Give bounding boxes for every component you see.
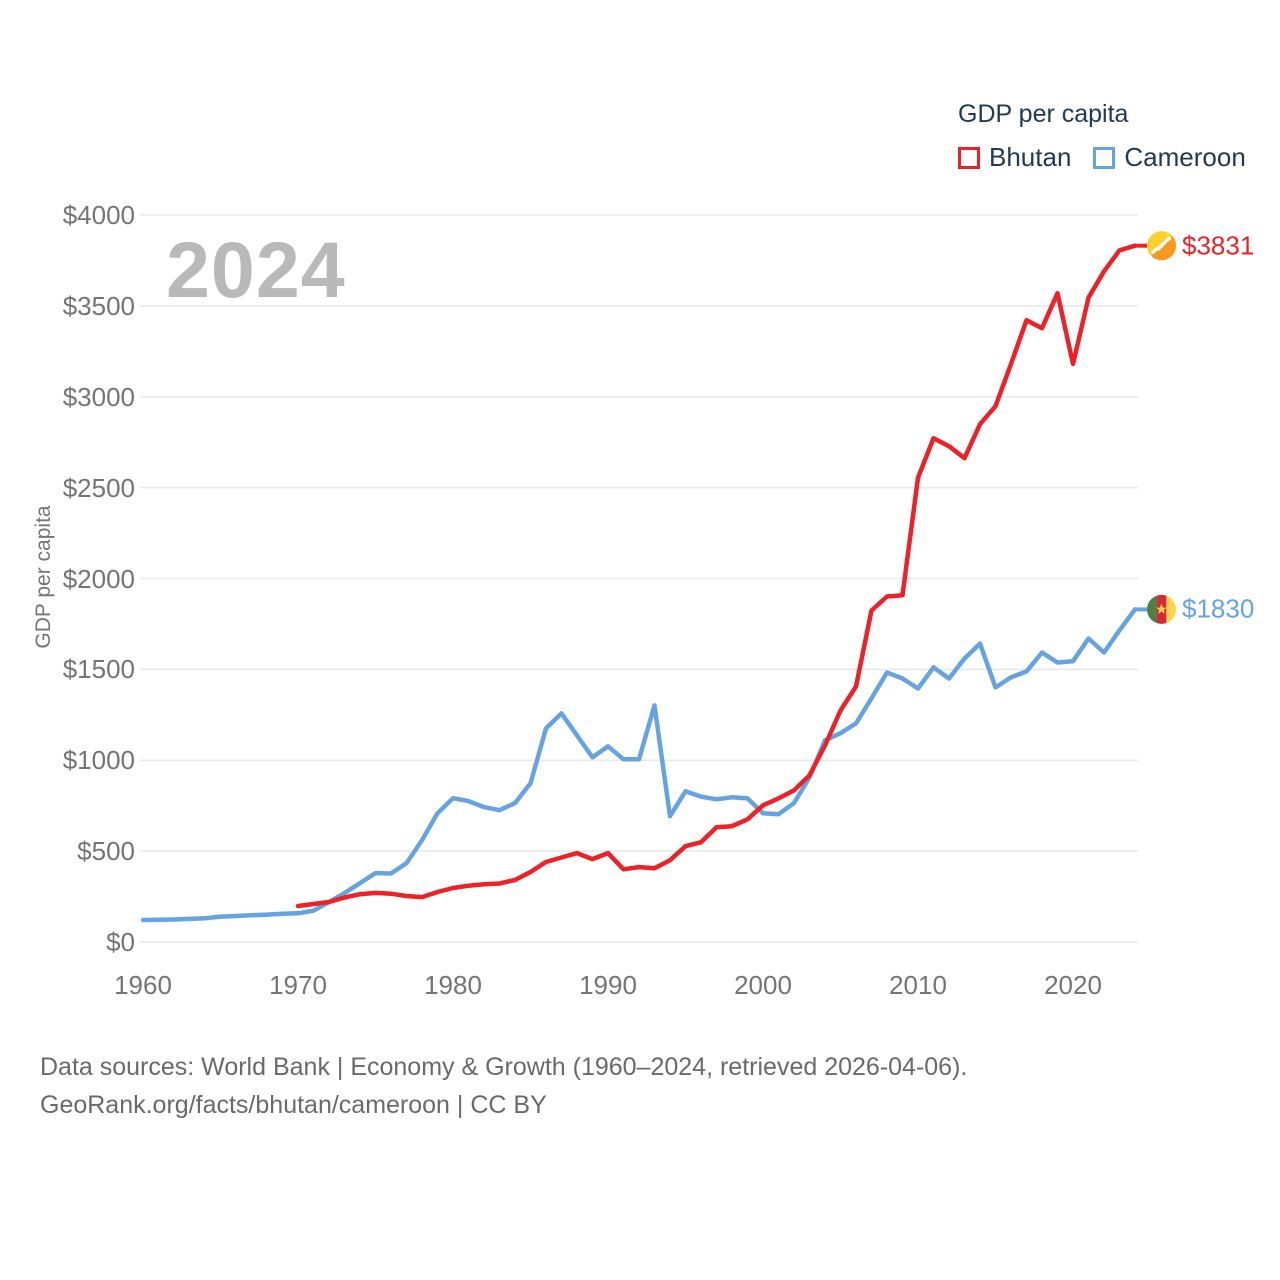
x-tick-label: 2000 [734,970,792,1000]
y-axis-title: GDP per capita [32,505,55,649]
y-tick-label: $1000 [62,745,135,776]
footer: Data sources: World Bank | Economy & Gro… [40,1048,967,1124]
x-tick-label: 1970 [269,970,327,1000]
y-tick-label: $2000 [62,563,135,594]
footer-sources: Data sources: World Bank | Economy & Gro… [40,1053,968,1081]
cameroon-legend-label[interactable]: Cameroon [1124,142,1246,172]
x-tick-label: 2010 [889,970,947,1000]
bhutan-legend-swatch[interactable] [958,146,980,169]
cameroon-line [140,607,1138,923]
x-tick-label: 2020 [1044,970,1102,1000]
y-tick-label: $3000 [62,381,135,412]
y-tick-label: $0 [106,927,135,957]
y-tick-label: $4000 [62,200,135,230]
bhutan-end-value: $3831 [1182,230,1255,261]
legend: GDP per capita Bhutan Cameroon [958,99,1246,173]
legend-title: GDP per capita [958,100,1129,128]
watermark-year: 2024 [166,225,346,314]
y-tick-label: $3500 [62,290,135,321]
cameroon-legend-swatch[interactable] [1093,146,1116,169]
x-tick-label: 1990 [579,970,637,1000]
bhutan-line [295,243,1138,909]
footer-attribution[interactable]: GeoRank.org/facts/bhutan/cameroon | CC B… [40,1091,547,1119]
cameroon-flag-icon [1147,594,1176,624]
legend-items: Bhutan Cameroon [958,142,1246,173]
y-tick-label: $2500 [62,472,135,503]
y-tick-label: $500 [77,836,135,867]
cameroon-end-value: $1830 [1182,593,1255,624]
x-tick-label: 1980 [424,970,482,1000]
bhutan-flag-icon [1147,231,1176,261]
bhutan-legend-label[interactable]: Bhutan [989,142,1072,172]
x-tick-label: 1960 [114,970,172,1000]
y-tick-label: $1500 [62,654,135,685]
